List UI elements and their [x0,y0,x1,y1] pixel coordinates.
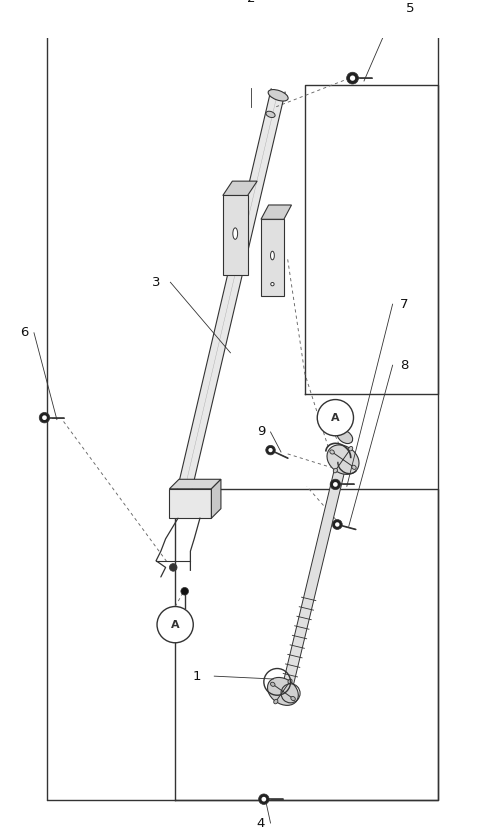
Text: 2: 2 [247,0,256,6]
Circle shape [157,607,193,642]
Ellipse shape [333,469,337,473]
Circle shape [317,400,353,435]
Ellipse shape [330,450,334,454]
Circle shape [266,445,276,455]
Circle shape [42,416,47,420]
Ellipse shape [233,228,238,239]
Ellipse shape [327,445,359,475]
Circle shape [350,76,355,81]
Text: 7: 7 [400,297,408,311]
Polygon shape [169,489,211,519]
Polygon shape [223,195,248,274]
Polygon shape [261,219,284,296]
Ellipse shape [337,430,353,444]
Polygon shape [211,479,221,519]
Circle shape [39,412,50,423]
Ellipse shape [274,700,278,704]
Ellipse shape [266,111,275,117]
Ellipse shape [271,251,275,260]
Ellipse shape [271,283,274,286]
Polygon shape [174,89,285,507]
Text: 6: 6 [20,327,29,339]
Circle shape [181,588,189,595]
Circle shape [347,72,359,84]
Polygon shape [223,181,257,195]
Ellipse shape [271,682,275,686]
Text: 3: 3 [152,276,160,288]
Text: 5: 5 [406,2,414,15]
Text: 1: 1 [193,670,201,682]
Polygon shape [281,455,348,696]
Circle shape [268,448,273,452]
Circle shape [330,479,341,489]
Ellipse shape [268,90,288,101]
Text: A: A [171,620,180,630]
Circle shape [262,797,266,802]
Ellipse shape [291,696,295,701]
Ellipse shape [348,446,353,451]
Circle shape [332,519,342,529]
Circle shape [333,482,338,487]
Text: 9: 9 [257,425,265,439]
Polygon shape [169,479,221,489]
Circle shape [335,522,339,527]
Text: A: A [331,413,340,423]
Circle shape [259,794,269,804]
Ellipse shape [288,679,292,683]
Ellipse shape [352,465,356,470]
Text: 4: 4 [257,817,265,829]
Circle shape [169,563,177,571]
Polygon shape [261,205,291,219]
Ellipse shape [267,677,299,706]
Text: 8: 8 [400,359,408,371]
